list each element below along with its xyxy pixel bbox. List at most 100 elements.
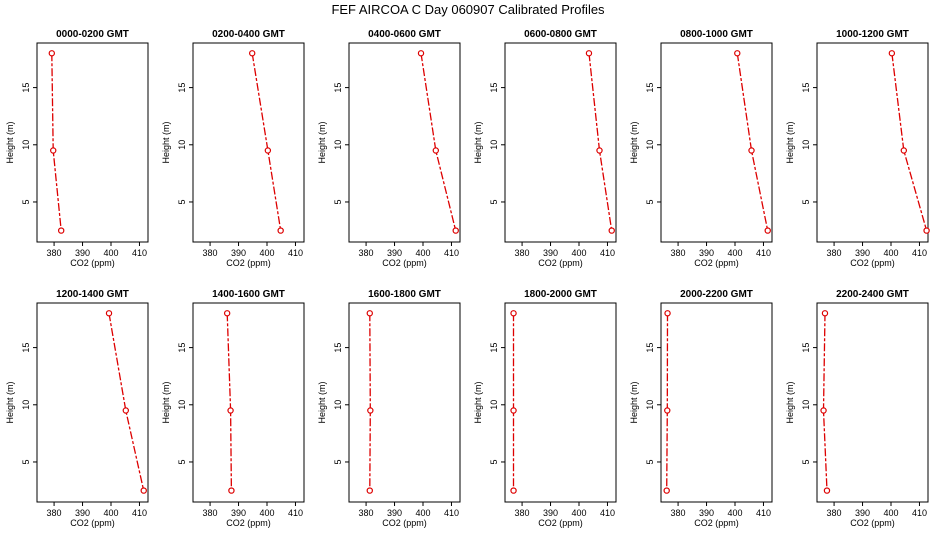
y-axis-label: Height (m) [161,121,171,163]
y-tick-label: 5 [645,459,655,464]
x-tick-label: 400 [883,248,898,258]
x-tick-label: 410 [132,508,147,518]
panel-2: 0200-0400 GMT 380 390 400 410 5 10 15 CO2 (ppm) H… [161,29,305,268]
plot-frame [816,302,929,503]
x-tick-label: 410 [288,508,303,518]
profile-point [432,147,440,154]
y-tick-label: 10 [645,400,655,410]
x-tick-label: 400 [727,508,742,518]
y-tick-label: 10 [489,400,499,410]
x-tick-label: 380 [515,248,530,258]
profile-point [264,147,272,154]
profile-point [923,227,930,234]
panel-6: 1000-1200 GMT 380 390 400 410 5 10 15 CO2 (ppm) H… [785,29,930,268]
x-tick-label: 410 [912,248,927,258]
y-axis-label: Height (m) [785,121,795,163]
x-tick-label: 380 [515,508,530,518]
profile-point [366,310,373,317]
y-tick-label: 10 [801,400,811,410]
plot-frame [504,302,617,503]
profile-point [227,407,234,414]
x-tick-label: 390 [387,508,402,518]
x-tick-label: 380 [47,508,62,518]
x-axis-label: CO2 (ppm) [382,518,427,528]
x-tick-label: 380 [47,248,62,258]
panel-10: 1800-2000 GMT 380 390 400 410 5 10 15 CO2 (ppm) H… [473,289,617,528]
x-tick-label: 390 [231,248,246,258]
y-axis-label: Height (m) [785,381,795,423]
x-tick-label: 380 [359,508,374,518]
x-tick-label: 380 [203,508,218,518]
panel-title: 0200-0400 GMT [212,29,285,40]
x-axis-label: CO2 (ppm) [694,518,739,528]
y-tick-label: 15 [489,83,499,93]
x-tick-label: 380 [203,248,218,258]
profile-point [664,407,671,414]
profile-point [50,147,57,154]
x-axis-label: CO2 (ppm) [382,258,427,268]
y-tick-label: 10 [21,400,31,410]
x-tick-label: 380 [671,248,686,258]
panel-title: 2000-2200 GMT [680,289,753,300]
x-axis-label: CO2 (ppm) [538,258,583,268]
y-tick-label: 5 [177,459,187,464]
panel-title: 0000-0200 GMT [56,29,129,40]
profile-line [251,53,282,231]
x-tick-label: 390 [699,248,714,258]
profile-line [226,313,233,491]
profile-point [764,227,771,234]
x-tick-label: 410 [600,508,615,518]
x-tick-label: 400 [103,508,118,518]
panel-title: 1000-1200 GMT [836,29,909,40]
y-tick-label: 10 [489,140,499,150]
y-tick-label: 5 [177,199,187,204]
x-axis-label: CO2 (ppm) [538,518,583,528]
y-tick-label: 5 [801,459,811,464]
y-tick-label: 15 [333,343,343,353]
profile-point [510,487,517,494]
y-axis-label: Height (m) [473,121,483,163]
x-tick-label: 400 [571,248,586,258]
panel-title: 0400-0600 GMT [368,29,441,40]
profile-line [369,313,371,491]
plot-frame [36,302,149,503]
plot-frame [348,42,461,243]
y-tick-label: 15 [21,83,31,93]
y-axis-label: Height (m) [317,381,327,423]
plot-frame [192,42,305,243]
y-tick-label: 5 [21,199,31,204]
x-tick-label: 390 [699,508,714,518]
x-tick-label: 390 [855,508,870,518]
y-tick-label: 15 [21,343,31,353]
profile-point [608,227,615,234]
y-tick-label: 15 [801,83,811,93]
profile-point [223,310,231,317]
y-tick-label: 15 [489,343,499,353]
plot-frame [660,302,773,503]
y-tick-label: 10 [333,140,343,150]
x-tick-label: 410 [756,508,771,518]
y-axis-label: Height (m) [317,121,327,163]
x-tick-label: 390 [75,508,90,518]
plot-frame [36,42,149,243]
profile-line [822,313,828,491]
x-axis-label: CO2 (ppm) [70,258,115,268]
x-tick-label: 390 [543,248,558,258]
panel-title: 1600-1800 GMT [368,289,441,300]
profile-line [588,53,613,231]
x-tick-label: 380 [827,248,842,258]
profile-point [596,147,603,154]
panel-title: 1800-2000 GMT [524,289,597,300]
y-tick-label: 10 [177,400,187,410]
profile-point [57,227,65,234]
x-tick-label: 400 [571,508,586,518]
x-tick-label: 400 [259,248,274,258]
plot-frame [348,302,461,503]
plot-frame [504,42,617,243]
profile-point [140,487,147,494]
y-tick-label: 15 [645,343,655,353]
profile-point [248,50,256,57]
y-tick-label: 10 [333,400,343,410]
panel-12: 2200-2400 GMT 380 390 400 410 5 10 15 CO2 (ppm) H… [785,289,929,528]
profile-point [748,147,755,154]
